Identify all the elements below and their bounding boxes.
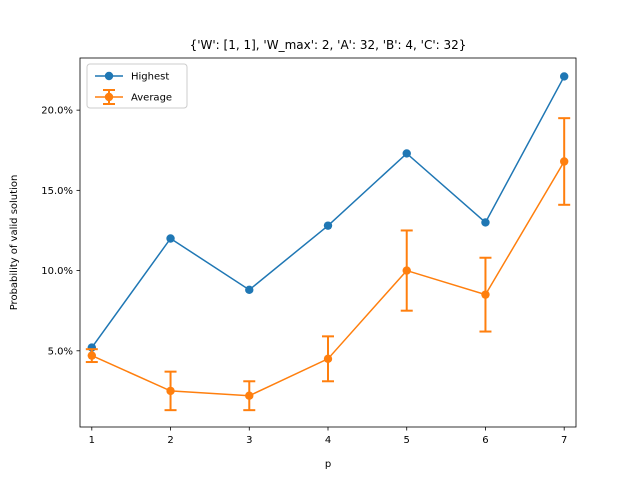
- series-average: [85, 117, 571, 412]
- x-tick-label: 1: [89, 435, 95, 446]
- y-tick-label: 5.0%: [48, 346, 73, 357]
- legend-label-highest: Highest: [131, 72, 169, 83]
- data-point-average: [481, 290, 490, 299]
- legend-entry-average: Average: [95, 89, 172, 105]
- plot-area: [85, 72, 571, 412]
- data-point-average: [245, 391, 254, 400]
- data-point-highest: [481, 218, 490, 227]
- x-tick-label: 5: [404, 435, 410, 446]
- chart-title: {'W': [1, 1], 'W_max': 2, 'A': 32, 'B': …: [190, 38, 467, 52]
- legend-marker: [104, 71, 114, 81]
- x-tick-label: 3: [246, 435, 252, 446]
- data-point-highest: [166, 234, 175, 243]
- x-tick-label: 2: [167, 435, 173, 446]
- y-tick-label: 10.0%: [41, 266, 73, 277]
- data-point-highest: [323, 221, 333, 230]
- y-tick-label: 15.0%: [41, 186, 73, 197]
- data-point-highest: [402, 149, 411, 158]
- data-point-highest: [245, 285, 254, 295]
- data-point-highest: [559, 72, 569, 81]
- data-point-average: [166, 386, 175, 396]
- x-axis: 1 2 3 4 5 6 7: [89, 427, 567, 446]
- x-tick-label: 6: [482, 435, 488, 446]
- data-point-average: [87, 351, 97, 360]
- y-axis-label: Probability of valid solution: [9, 175, 20, 311]
- y-axis: 5.0% 10.0% 15.0% 20.0%: [41, 106, 80, 357]
- data-point-average: [323, 354, 333, 364]
- data-point-average: [559, 157, 569, 166]
- series-line-highest: [91, 76, 565, 349]
- y-tick-label: 20.0%: [41, 106, 73, 117]
- legend-label-average: Average: [131, 93, 172, 104]
- data-point-average: [402, 266, 411, 275]
- legend-entry-highest: Highest: [95, 72, 169, 83]
- x-tick-label: 4: [325, 435, 331, 446]
- series-highest: [87, 72, 569, 352]
- legend-marker: [104, 92, 114, 102]
- x-axis-label: p: [325, 459, 331, 470]
- legend: Highest Average: [86, 63, 188, 109]
- x-tick-label: 7: [561, 435, 567, 446]
